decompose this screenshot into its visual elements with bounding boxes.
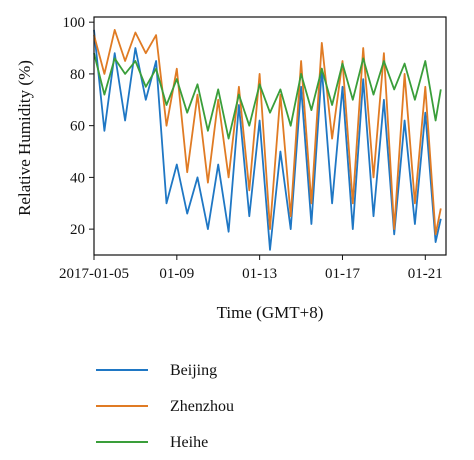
x-tick-label: 01-13 — [242, 266, 277, 282]
series-layer — [93, 28, 442, 251]
y-tick-label: 40 — [70, 170, 85, 186]
axis-layer: 20 40 60 80 100 2017-01-05 01-09 01-13 01-17 01-2… — [59, 15, 443, 282]
x-tick-label: 01-17 — [325, 266, 360, 282]
y-tick-label: 60 — [70, 119, 85, 135]
y-tick-label: 100 — [63, 15, 86, 31]
x-axis-label: Time (GMT+8) — [217, 303, 324, 322]
legend-label-beijing: Beijing — [170, 362, 217, 379]
y-tick-label: 80 — [70, 67, 85, 83]
series-line-heihe — [93, 52, 442, 140]
series-line-zhenzhou — [93, 28, 442, 236]
plot-frame — [93, 16, 447, 256]
legend: Beijing Zhenzhou Heihe — [96, 362, 234, 451]
x-tick-label: 01-21 — [408, 266, 443, 282]
legend-label-heihe: Heihe — [170, 434, 208, 451]
x-tick-label: 2017-01-05 — [59, 266, 129, 282]
y-tick-label: 20 — [70, 222, 85, 238]
y-axis-label: Relative Humidity (%) — [15, 60, 34, 216]
legend-label-zhenzhou: Zhenzhou — [170, 398, 234, 415]
x-tick-label: 01-09 — [159, 266, 194, 282]
